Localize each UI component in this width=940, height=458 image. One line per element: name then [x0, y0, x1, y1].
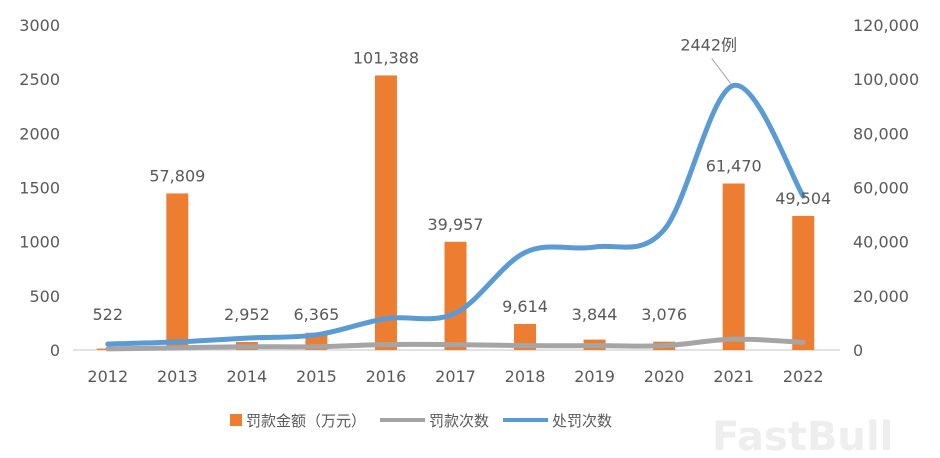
x-axis-tick-label: 2018 — [505, 367, 546, 386]
x-axis-tick-label: 2017 — [435, 367, 476, 386]
x-axis-tick-label: 2019 — [574, 367, 615, 386]
bar-data-label: 57,809 — [149, 166, 205, 185]
x-axis-tick-label: 2016 — [366, 367, 407, 386]
legend-swatch — [230, 414, 242, 426]
bar-2016 — [374, 75, 397, 350]
right-axis-tick-label: 40,000 — [853, 233, 909, 252]
x-axis-tick-label: 2020 — [644, 367, 685, 386]
bar-2017 — [444, 241, 467, 350]
x-axis-tick-label: 2014 — [227, 367, 268, 386]
right-axis-tick-label: 120,000 — [853, 16, 919, 35]
legend-item-2: 处罚次数 — [503, 412, 612, 430]
x-axis-tick-label: 2015 — [296, 367, 337, 386]
left-axis-tick-label: 500 — [29, 287, 60, 306]
bar-data-label: 9,614 — [502, 297, 548, 316]
left-axis-tick-label: 0 — [50, 341, 60, 360]
bar-data-label: 2,952 — [224, 305, 270, 324]
right-axis-tick-label: 80,000 — [853, 124, 909, 143]
legend-label: 罚款次数 — [429, 412, 489, 430]
legend-item-1: 罚款次数 — [380, 412, 489, 430]
line-series-1 — [105, 82, 806, 347]
peak-annotation: 2442例 — [680, 35, 737, 54]
left-axis-tick-label: 1000 — [19, 233, 60, 252]
legend-label: 罚款金额（万元） — [246, 412, 366, 430]
bar-data-label: 49,504 — [775, 189, 831, 208]
left-axis-tick-label: 2500 — [19, 70, 60, 89]
bar-2021 — [722, 183, 745, 350]
right-axis-tick-label: 100,000 — [853, 70, 919, 89]
legend-item-0: 罚款金额（万元） — [230, 412, 366, 430]
bar-data-label: 101,388 — [353, 48, 419, 67]
bar-data-label: 6,365 — [294, 305, 340, 324]
annotation-leader-line — [711, 58, 732, 84]
bar-data-label: 3,076 — [641, 305, 687, 324]
bar-2022 — [792, 215, 815, 350]
right-axis-tick-label: 60,000 — [853, 179, 909, 198]
right-axis-tick-label: 0 — [853, 341, 863, 360]
x-axis-tick-label: 2022 — [783, 367, 824, 386]
line-series-0 — [105, 336, 806, 352]
watermark: FastBull — [712, 414, 893, 454]
right-axis-tick-label: 20,000 — [853, 287, 909, 306]
left-axis-tick-label: 2000 — [19, 124, 60, 143]
bar-data-label: 3,844 — [572, 305, 618, 324]
left-axis-tick-label: 3000 — [19, 16, 60, 35]
x-axis-tick-label: 2012 — [87, 367, 128, 386]
left-axis-tick-label: 1500 — [19, 179, 60, 198]
bar-data-label: 39,957 — [428, 215, 484, 234]
x-axis-tick-label: 2021 — [713, 367, 754, 386]
bar-data-label: 61,470 — [706, 157, 762, 176]
x-axis-tick-label: 2013 — [157, 367, 198, 386]
bar-2013 — [166, 193, 189, 350]
bar-data-label: 522 — [92, 305, 123, 324]
legend-label: 处罚次数 — [552, 412, 612, 430]
